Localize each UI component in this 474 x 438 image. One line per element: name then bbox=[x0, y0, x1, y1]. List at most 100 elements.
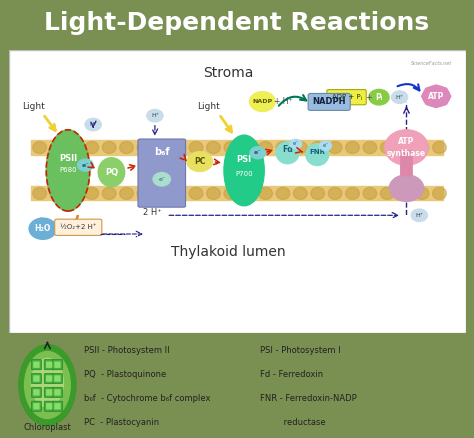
Text: ATP: ATP bbox=[428, 92, 445, 101]
Text: reductase: reductase bbox=[260, 418, 326, 427]
Ellipse shape bbox=[207, 187, 220, 199]
Ellipse shape bbox=[207, 141, 220, 153]
Ellipse shape bbox=[363, 187, 377, 199]
Text: P700: P700 bbox=[235, 171, 253, 177]
FancyBboxPatch shape bbox=[33, 403, 40, 410]
Ellipse shape bbox=[85, 141, 99, 153]
Ellipse shape bbox=[346, 141, 359, 153]
Ellipse shape bbox=[102, 141, 116, 153]
Circle shape bbox=[153, 173, 171, 186]
Ellipse shape bbox=[328, 141, 342, 153]
Ellipse shape bbox=[381, 141, 394, 153]
Ellipse shape bbox=[415, 141, 429, 153]
FancyBboxPatch shape bbox=[46, 403, 53, 410]
Circle shape bbox=[85, 118, 101, 131]
Ellipse shape bbox=[276, 141, 290, 153]
Text: PQ: PQ bbox=[105, 168, 118, 177]
Ellipse shape bbox=[432, 98, 440, 107]
Ellipse shape bbox=[311, 141, 325, 153]
FancyBboxPatch shape bbox=[53, 360, 63, 370]
Text: i: i bbox=[360, 96, 362, 101]
Text: H⁺: H⁺ bbox=[396, 95, 404, 100]
Text: e⁻: e⁻ bbox=[292, 141, 299, 146]
FancyBboxPatch shape bbox=[31, 401, 41, 411]
Ellipse shape bbox=[437, 88, 447, 96]
Text: Light: Light bbox=[22, 102, 45, 111]
Ellipse shape bbox=[33, 141, 46, 153]
Ellipse shape bbox=[224, 141, 237, 153]
FancyBboxPatch shape bbox=[33, 389, 40, 396]
Text: b₆f: b₆f bbox=[154, 147, 170, 157]
Circle shape bbox=[187, 152, 212, 172]
Ellipse shape bbox=[363, 141, 377, 153]
Ellipse shape bbox=[172, 141, 185, 153]
FancyBboxPatch shape bbox=[46, 375, 53, 382]
Ellipse shape bbox=[241, 187, 255, 199]
Ellipse shape bbox=[67, 141, 81, 153]
Ellipse shape bbox=[438, 93, 451, 99]
Ellipse shape bbox=[425, 96, 436, 105]
FancyBboxPatch shape bbox=[55, 389, 61, 396]
FancyBboxPatch shape bbox=[53, 401, 63, 411]
Ellipse shape bbox=[398, 187, 411, 199]
FancyBboxPatch shape bbox=[44, 387, 55, 397]
FancyBboxPatch shape bbox=[46, 361, 53, 368]
Ellipse shape bbox=[264, 99, 274, 104]
Ellipse shape bbox=[67, 187, 81, 199]
Text: H⁺: H⁺ bbox=[151, 113, 159, 118]
Ellipse shape bbox=[381, 187, 394, 199]
Ellipse shape bbox=[385, 130, 428, 165]
Text: ½O₂+2 H⁺: ½O₂+2 H⁺ bbox=[60, 224, 96, 230]
Ellipse shape bbox=[306, 144, 329, 166]
Circle shape bbox=[29, 218, 56, 239]
Ellipse shape bbox=[262, 95, 272, 102]
FancyBboxPatch shape bbox=[53, 374, 63, 384]
Text: FNR: FNR bbox=[309, 149, 325, 155]
Ellipse shape bbox=[155, 187, 168, 199]
Text: Light-Dependent Reactions: Light-Dependent Reactions bbox=[45, 11, 429, 35]
FancyBboxPatch shape bbox=[31, 360, 41, 370]
Text: Fd: Fd bbox=[282, 145, 293, 155]
Text: PSI: PSI bbox=[237, 155, 252, 164]
Ellipse shape bbox=[259, 92, 266, 101]
Text: b₆f  - Cytochrome b₆f complex: b₆f - Cytochrome b₆f complex bbox=[84, 394, 210, 403]
Ellipse shape bbox=[250, 99, 262, 104]
Ellipse shape bbox=[189, 141, 203, 153]
Ellipse shape bbox=[276, 187, 290, 199]
Ellipse shape bbox=[253, 95, 263, 102]
FancyBboxPatch shape bbox=[55, 361, 61, 368]
Ellipse shape bbox=[328, 187, 342, 199]
Ellipse shape bbox=[293, 187, 307, 199]
Ellipse shape bbox=[155, 141, 168, 153]
Ellipse shape bbox=[98, 158, 125, 187]
Ellipse shape bbox=[33, 187, 46, 199]
FancyBboxPatch shape bbox=[46, 389, 53, 396]
Text: e⁻: e⁻ bbox=[82, 162, 89, 168]
Text: e⁻: e⁻ bbox=[158, 177, 165, 182]
Ellipse shape bbox=[259, 141, 273, 153]
Ellipse shape bbox=[389, 175, 424, 201]
Text: Light: Light bbox=[197, 102, 220, 111]
Circle shape bbox=[369, 89, 389, 105]
Ellipse shape bbox=[31, 358, 64, 407]
Text: 2 H⁺: 2 H⁺ bbox=[143, 208, 162, 217]
Ellipse shape bbox=[259, 102, 266, 111]
FancyBboxPatch shape bbox=[53, 387, 63, 397]
FancyBboxPatch shape bbox=[44, 374, 55, 384]
Text: NADP: NADP bbox=[252, 99, 273, 104]
Text: PC  - Plastocyanin: PC - Plastocyanin bbox=[84, 418, 159, 427]
FancyBboxPatch shape bbox=[33, 361, 40, 368]
Ellipse shape bbox=[311, 187, 325, 199]
Text: + H⁺: + H⁺ bbox=[273, 97, 292, 106]
Ellipse shape bbox=[346, 187, 359, 199]
Text: H₂O: H₂O bbox=[35, 224, 51, 233]
Circle shape bbox=[146, 110, 163, 122]
Ellipse shape bbox=[19, 345, 76, 425]
FancyBboxPatch shape bbox=[400, 150, 413, 177]
FancyBboxPatch shape bbox=[44, 360, 55, 370]
Text: PSI - Photosystem I: PSI - Photosystem I bbox=[260, 346, 341, 355]
Ellipse shape bbox=[433, 141, 447, 153]
Text: PQ  - Plastoquinone: PQ - Plastoquinone bbox=[84, 370, 166, 379]
Ellipse shape bbox=[119, 187, 133, 199]
Ellipse shape bbox=[437, 96, 447, 105]
